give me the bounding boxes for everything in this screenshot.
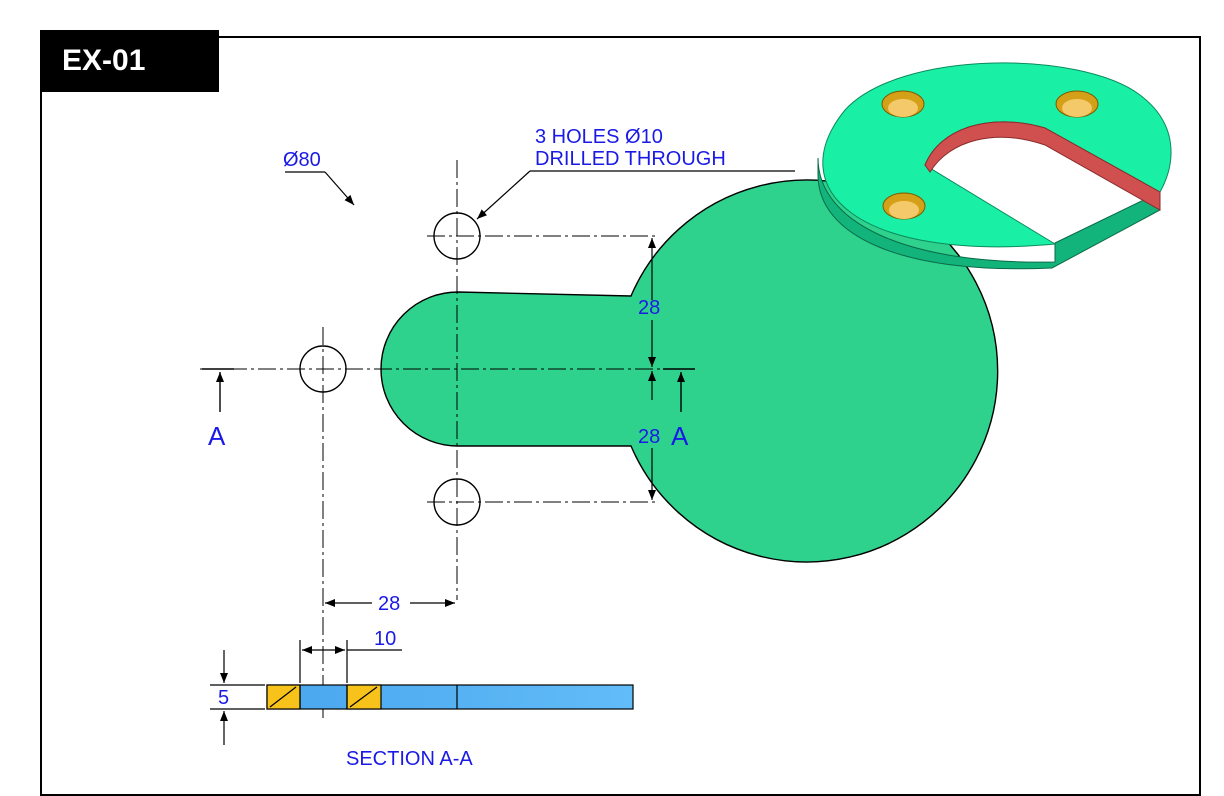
exercise-tag: EX-01: [40, 30, 219, 92]
section-mark-left: A: [208, 421, 226, 451]
iso-slot-wall: [924, 121, 1161, 211]
center-lines: [200, 160, 695, 718]
dim-5: 5: [218, 687, 229, 709]
isometric-view: [817, 62, 1172, 270]
dim-lower-28: 28: [638, 426, 660, 448]
dim-10-lines: [299, 640, 402, 683]
diameter-leader: [285, 171, 355, 206]
holes-label-line2: DRILLED THROUGH: [535, 148, 726, 170]
dim-10: 10: [374, 628, 396, 650]
section-cut-marks: [202, 368, 695, 412]
holes-leader: [476, 170, 795, 220]
section-view: [266, 684, 634, 710]
diameter-label: Ø80: [283, 149, 321, 171]
dim-horizontal-28: 28: [378, 593, 400, 615]
section-mark-right: A: [671, 421, 689, 451]
dim-5-lines: [210, 650, 265, 745]
holes-label-line1: 3 HOLES Ø10: [535, 126, 663, 148]
dim-upper-28: 28: [638, 297, 660, 319]
plate-front-view: [380, 179, 999, 563]
drawing-canvas: A A Ø80 3 HOLES Ø10 DRILLED THROUGH 28 2…: [200, 62, 1172, 770]
section-title: SECTION A-A: [346, 748, 473, 770]
